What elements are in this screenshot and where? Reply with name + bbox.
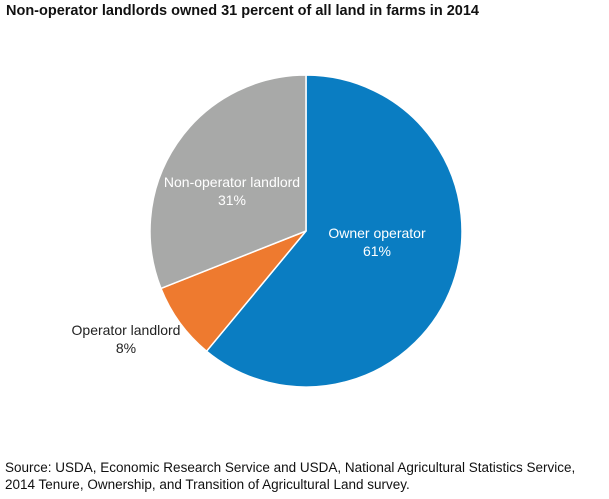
pie-slice-owner-operator [205,74,463,388]
pie-chart: Owner operator 61% Operator landlord 8% Non-… [72,74,463,388]
slice-value-owner-operator: 61% [363,243,391,259]
slice-value-operator-landlord: 8% [116,340,136,356]
chart-title: Non-operator landlords owned 31 percent … [6,3,479,19]
slice-label-owner-operator: Owner operator [328,225,426,241]
slice-value-non-operator-landlord: 31% [218,192,246,208]
source-line-1: Source: USDA, Economic Research Service … [5,460,576,475]
slice-label-operator-landlord: Operator landlord [72,322,181,338]
source-line-2: 2014 Tenure, Ownership, and Transition o… [5,477,410,492]
source-note: Source: USDA, Economic Research Service … [5,459,575,493]
pie-slice-non-operator-landlord [149,74,307,290]
slice-label-non-operator-landlord: Non-operator landlord [164,174,300,190]
